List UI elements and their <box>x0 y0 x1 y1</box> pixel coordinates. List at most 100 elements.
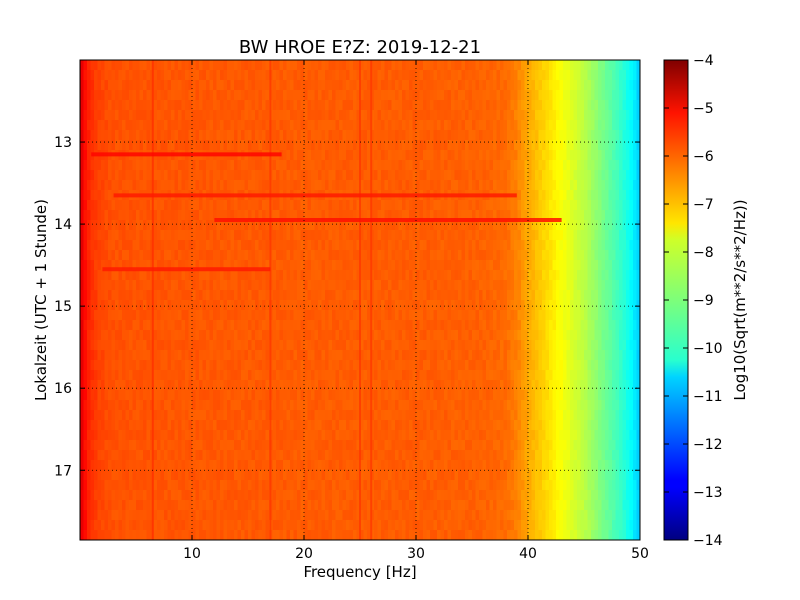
heatmap-cell <box>111 140 116 151</box>
heatmap-cell <box>125 290 130 301</box>
heatmap-cell <box>346 390 351 401</box>
heatmap-cell <box>258 130 263 141</box>
heatmap-cell <box>437 150 442 161</box>
heatmap-cell <box>192 470 197 481</box>
heatmap-cell <box>132 180 137 191</box>
heatmap-cell <box>332 400 337 411</box>
heatmap-cell <box>363 100 368 111</box>
heatmap-cell <box>209 300 214 311</box>
heatmap-cell <box>188 60 193 71</box>
heatmap-cell <box>335 60 340 71</box>
heatmap-cell <box>286 220 291 231</box>
heatmap-cell <box>297 310 302 321</box>
heatmap-cell <box>132 210 137 221</box>
heatmap-cell <box>402 70 407 81</box>
heatmap-cell <box>423 260 428 271</box>
heatmap-cell <box>307 340 312 351</box>
heatmap-cell <box>346 300 351 311</box>
heatmap-cell <box>101 230 106 241</box>
heatmap-cell <box>290 510 295 521</box>
heatmap-cell <box>199 490 204 501</box>
heatmap-cell <box>391 300 396 311</box>
heatmap-cell <box>304 300 309 311</box>
heatmap-cell <box>241 160 246 171</box>
heatmap-cell <box>139 480 144 491</box>
heatmap-cell <box>146 300 151 311</box>
heatmap-cell <box>139 170 144 181</box>
heatmap-cell <box>199 360 204 371</box>
heatmap-cell <box>244 520 249 531</box>
heatmap-cell <box>290 340 295 351</box>
heatmap-cell <box>223 460 228 471</box>
chart-title: BW HROE E?Z: 2019-12-21 <box>239 37 481 58</box>
heatmap-cell <box>293 170 298 181</box>
heatmap-cell <box>101 270 106 281</box>
heatmap-cell <box>262 350 267 361</box>
heatmap-cell <box>122 450 127 461</box>
heatmap-cell <box>139 230 144 241</box>
heatmap-cell <box>293 470 298 481</box>
heatmap-cell <box>262 460 267 471</box>
heatmap-cell <box>80 410 85 421</box>
heatmap-cell <box>104 240 109 251</box>
heatmap-cell <box>272 270 277 281</box>
heatmap-cell <box>188 290 193 301</box>
heatmap-cell <box>388 350 393 361</box>
heatmap-cell <box>325 480 330 491</box>
heatmap-cell <box>398 440 403 451</box>
heatmap-cell <box>328 200 333 211</box>
heatmap-cell <box>367 270 372 281</box>
heatmap-cell <box>367 510 372 521</box>
heatmap-cell <box>437 230 442 241</box>
heatmap-cell <box>87 520 92 531</box>
heatmap-cell <box>356 140 361 151</box>
heatmap-cell <box>209 200 214 211</box>
heatmap-cell <box>423 460 428 471</box>
heatmap-cell <box>80 150 85 161</box>
heatmap-cell <box>297 390 302 401</box>
heatmap-cell <box>405 120 410 131</box>
heatmap-cell <box>381 360 386 371</box>
heatmap-cell <box>122 440 127 451</box>
heatmap-cell <box>430 340 435 351</box>
heatmap-cell <box>244 430 249 441</box>
heatmap-cell <box>374 220 379 231</box>
heatmap-cell <box>178 500 183 511</box>
heatmap-cell <box>311 350 316 361</box>
heatmap-cell <box>258 440 263 451</box>
heatmap-cell <box>311 380 316 391</box>
heatmap-cell <box>258 350 263 361</box>
heatmap-cell <box>353 410 358 421</box>
heatmap-cell <box>251 60 256 71</box>
heatmap-cell <box>164 260 169 271</box>
heatmap-cell <box>104 270 109 281</box>
heatmap-cell <box>279 240 284 251</box>
heatmap-cell <box>374 390 379 401</box>
heatmap-cell <box>237 210 242 221</box>
heatmap-cell <box>349 400 354 411</box>
heatmap-cell <box>300 240 305 251</box>
heatmap-cell <box>188 530 193 540</box>
heatmap-cell <box>356 250 361 261</box>
heatmap-cell <box>419 110 424 121</box>
heatmap-cell <box>195 210 200 221</box>
heatmap-cell <box>440 270 445 281</box>
heatmap-cell <box>360 260 365 271</box>
heatmap-cell <box>363 270 368 281</box>
heatmap-cell <box>122 460 127 471</box>
heatmap-cell <box>321 360 326 371</box>
heatmap-cell <box>153 370 158 381</box>
heatmap-cell <box>374 340 379 351</box>
heatmap-cell <box>353 430 358 441</box>
heatmap-cell <box>416 110 421 121</box>
heatmap-cell <box>321 400 326 411</box>
heatmap-cell <box>374 170 379 181</box>
heatmap-cell <box>167 110 172 121</box>
heatmap-cell <box>423 510 428 521</box>
heatmap-cell <box>402 160 407 171</box>
heatmap-cell <box>265 340 270 351</box>
heatmap-cell <box>416 350 421 361</box>
heatmap-cell <box>300 200 305 211</box>
heatmap-cell <box>199 440 204 451</box>
heatmap-cell <box>416 520 421 531</box>
